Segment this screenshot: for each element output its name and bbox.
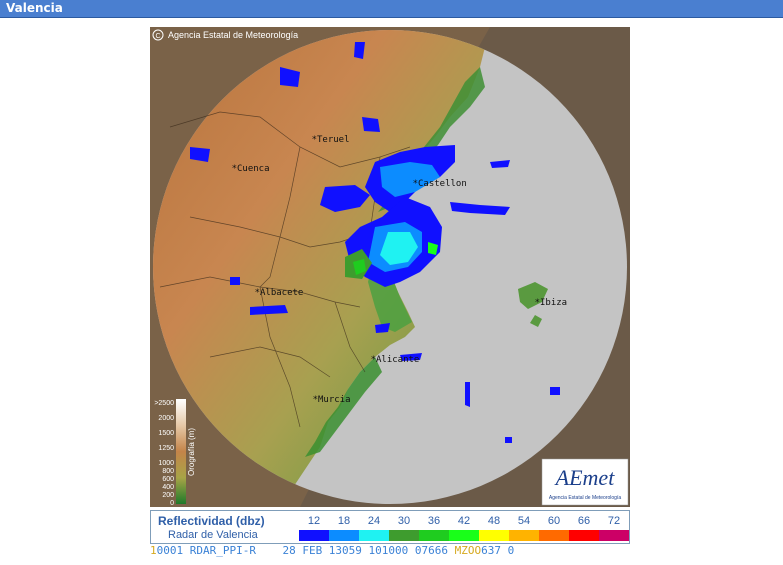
map-credit: Agencia Estatal de Meteorología bbox=[168, 30, 298, 40]
status-lead: 1 bbox=[150, 545, 157, 557]
legend-level-label: 60 bbox=[547, 515, 561, 527]
window-title: Valencia bbox=[6, 1, 63, 15]
elev-tick: >2500 bbox=[154, 400, 174, 407]
radar-echoes bbox=[190, 42, 560, 443]
status-tail: 637 0 bbox=[481, 545, 515, 557]
elev-tick: 1500 bbox=[158, 430, 174, 437]
svg-text:*: * bbox=[413, 179, 418, 189]
svg-text:*: * bbox=[312, 135, 317, 145]
reflectivity-legend: Reflectividad (dbz) Radar de Valencia 12… bbox=[150, 510, 630, 544]
legend-level-swatch bbox=[299, 530, 329, 541]
legend-level-label: 18 bbox=[337, 515, 351, 527]
legend-level-swatch bbox=[329, 530, 359, 541]
elev-tick: 2000 bbox=[158, 415, 174, 422]
city-cuenca: Cuenca bbox=[237, 164, 270, 174]
legend-level-swatch bbox=[389, 530, 419, 541]
elevation-scale-ticks: >2500 2000 1500 1250 1000 800 600 400 20… bbox=[154, 400, 174, 507]
elev-tick: 0 bbox=[170, 500, 174, 507]
city-markers: * * * * * * * bbox=[232, 135, 540, 405]
legend-level-swatch bbox=[569, 530, 599, 541]
legend-level-label: 72 bbox=[607, 515, 621, 527]
legend-level-swatch bbox=[359, 530, 389, 541]
legend-level-swatch bbox=[539, 530, 569, 541]
city-alicante: Alicante bbox=[376, 355, 419, 365]
elev-tick: 200 bbox=[162, 492, 174, 499]
legend-level-label: 66 bbox=[577, 515, 591, 527]
mainland bbox=[153, 30, 490, 504]
status-highlight: MZOO bbox=[454, 545, 482, 557]
elevation-scale-title: Orografía (m) bbox=[187, 428, 196, 476]
legend-title: Reflectividad (dbz) bbox=[158, 514, 265, 528]
legend-level-label: 42 bbox=[457, 515, 471, 527]
svg-text:*: * bbox=[232, 164, 237, 174]
status-main: 0001 RDAR_PPI-R 28 FEB 13059 101000 0766… bbox=[156, 545, 455, 557]
radar-map: >2500 2000 1500 1250 1000 800 600 400 20… bbox=[150, 27, 630, 507]
svg-text:C: C bbox=[155, 33, 160, 40]
legend-level-swatch bbox=[449, 530, 479, 541]
elev-tick: 800 bbox=[162, 468, 174, 475]
legend-level-swatch bbox=[419, 530, 449, 541]
svg-text:*: * bbox=[313, 395, 318, 405]
legend-level-swatch bbox=[479, 530, 509, 541]
copyright-icon bbox=[152, 29, 164, 41]
legend-level-label: 48 bbox=[487, 515, 501, 527]
legend-level-label: 36 bbox=[427, 515, 441, 527]
elev-tick: 1000 bbox=[158, 460, 174, 467]
aemet-logo-subtitle: Agencia Estatal de Meteorología bbox=[549, 495, 621, 501]
legend-subtitle: Radar de Valencia bbox=[168, 529, 258, 541]
city-ibiza: Ibiza bbox=[540, 298, 567, 308]
elev-tick: 400 bbox=[162, 484, 174, 491]
city-teruel: Teruel bbox=[317, 135, 350, 145]
svg-text:*: * bbox=[255, 288, 260, 298]
svg-text:*: * bbox=[371, 355, 376, 365]
radar-status-line: 10001 RDAR_PPI-R 28 FEB 13059 101000 076… bbox=[150, 545, 630, 557]
elev-tick: 1250 bbox=[158, 445, 174, 452]
ibiza-island bbox=[518, 282, 548, 309]
city-castellon: Castellon bbox=[418, 179, 467, 189]
city-labels: Teruel Cuenca Castellon Albacete Ibiza A… bbox=[237, 135, 567, 405]
aemet-logo: AEmet Agencia Estatal de Meteorología bbox=[541, 458, 629, 506]
legend-level-label: 12 bbox=[307, 515, 321, 527]
legend-level-swatch bbox=[509, 530, 539, 541]
elev-tick: 600 bbox=[162, 476, 174, 483]
aemet-logo-text: AEmet bbox=[554, 465, 616, 490]
city-albacete: Albacete bbox=[260, 288, 303, 298]
svg-text:*: * bbox=[535, 298, 540, 308]
legend-level-swatch bbox=[599, 530, 629, 541]
legend-level-label: 24 bbox=[367, 515, 381, 527]
city-murcia: Murcia bbox=[318, 395, 351, 405]
elevation-scale-bar bbox=[176, 399, 186, 504]
window-title-bar: Valencia bbox=[0, 0, 783, 18]
legend-level-label: 54 bbox=[517, 515, 531, 527]
legend-level-label: 30 bbox=[397, 515, 411, 527]
